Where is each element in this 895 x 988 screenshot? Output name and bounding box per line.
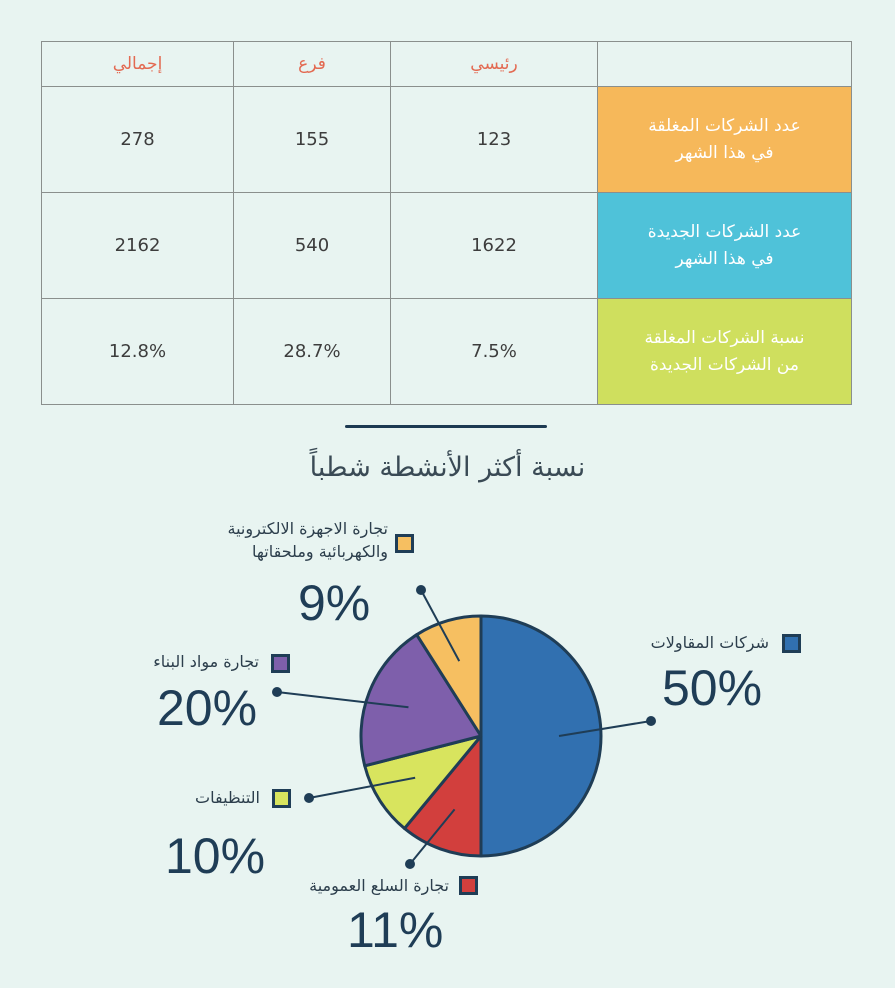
row-label-closed-companies: عدد الشركات المغلقة في هذا الشهر	[597, 86, 852, 193]
leader-dot-electronics	[416, 585, 426, 595]
cell-total: 2162	[41, 192, 234, 299]
header-branch: فرع	[233, 41, 391, 87]
leader-line-cleaning	[308, 776, 416, 799]
table-row: 2162 540 1622 عدد الشركات الجديدة في هذا…	[41, 192, 852, 299]
cell-branch: 540	[233, 192, 391, 299]
table-header-row: إجمالي فرع رئيسي	[41, 41, 852, 87]
legend-label-electronics-line2: والكهربائية وملحقاتها	[252, 542, 388, 561]
table-row: 278 155 123 عدد الشركات المغلقة في هذا ا…	[41, 86, 852, 193]
leader-line-building-materials	[276, 691, 409, 709]
row-label-line2: في هذا الشهر	[675, 248, 774, 269]
pie-slice-building-materials	[359, 633, 483, 768]
legend-label-electronics: تجارة الاجهزة الالكترونية والكهربائية وم…	[227, 517, 388, 563]
leader-line-general-goods	[409, 808, 456, 865]
legend-label-electronics-line1: تجارة الاجهزة الالكترونية	[227, 519, 388, 538]
pie-slice-electronics	[415, 614, 483, 738]
leader-dot-general-goods	[405, 859, 415, 869]
leader-dot-cleaning	[304, 793, 314, 803]
legend-swatch-building-materials	[271, 654, 290, 673]
pie-slice-contracting	[479, 614, 603, 858]
chart-title: نسبة أكثر الأنشطة شطباً	[309, 452, 586, 483]
row-label-line1: عدد الشركات الجديدة	[647, 221, 802, 242]
cell-main: 123	[390, 86, 598, 193]
leader-dot-contracting	[646, 716, 656, 726]
row-label-closure-ratio: نسبة الشركات المغلقة من الشركات الجديدة	[597, 298, 852, 405]
leader-line-electronics	[420, 589, 461, 662]
section-divider	[345, 425, 547, 428]
legend-label-cleaning: التنظيفات	[195, 788, 260, 807]
legend-swatch-contracting	[782, 634, 801, 653]
legend-label-contracting: شركات المقاولات	[650, 633, 769, 652]
header-empty	[597, 41, 852, 87]
legend-swatch-electronics	[395, 534, 414, 553]
legend-label-building-materials: تجارة مواد البناء	[153, 652, 259, 671]
legend-pct-general-goods: 11%	[347, 902, 444, 958]
legend-pct-electronics: 9%	[298, 575, 371, 631]
legend-pct-cleaning: 10%	[165, 828, 266, 884]
legend-swatch-cleaning	[272, 789, 291, 808]
cell-total: 12.8%	[41, 298, 234, 405]
header-total: إجمالي	[41, 41, 234, 87]
legend-label-general-goods: تجارة السلع العمومية	[309, 876, 449, 895]
table-row: 12.8% 28.7% 7.5% نسبة الشركات المغلقة من…	[41, 298, 852, 405]
row-label-line1: عدد الشركات المغلقة	[648, 115, 801, 136]
row-label-line2: من الشركات الجديدة	[650, 354, 799, 375]
pie-slice-general-goods	[403, 734, 483, 858]
legend-swatch-general-goods	[459, 876, 478, 895]
companies-stats-table: إجمالي فرع رئيسي 278 155 123 عدد الشركات…	[41, 41, 852, 405]
leader-dot-building-materials	[272, 687, 282, 697]
row-label-line2: في هذا الشهر	[675, 142, 774, 163]
cell-main: 7.5%	[390, 298, 598, 405]
row-label-line1: نسبة الشركات المغلقة	[644, 327, 805, 348]
legend-pct-building-materials: 20%	[157, 680, 258, 736]
cell-main: 1622	[390, 192, 598, 299]
cell-branch: 28.7%	[233, 298, 391, 405]
row-label-new-companies: عدد الشركات الجديدة في هذا الشهر	[597, 192, 852, 299]
leader-line-contracting	[558, 720, 652, 737]
legend-pct-contracting: 50%	[662, 660, 763, 716]
